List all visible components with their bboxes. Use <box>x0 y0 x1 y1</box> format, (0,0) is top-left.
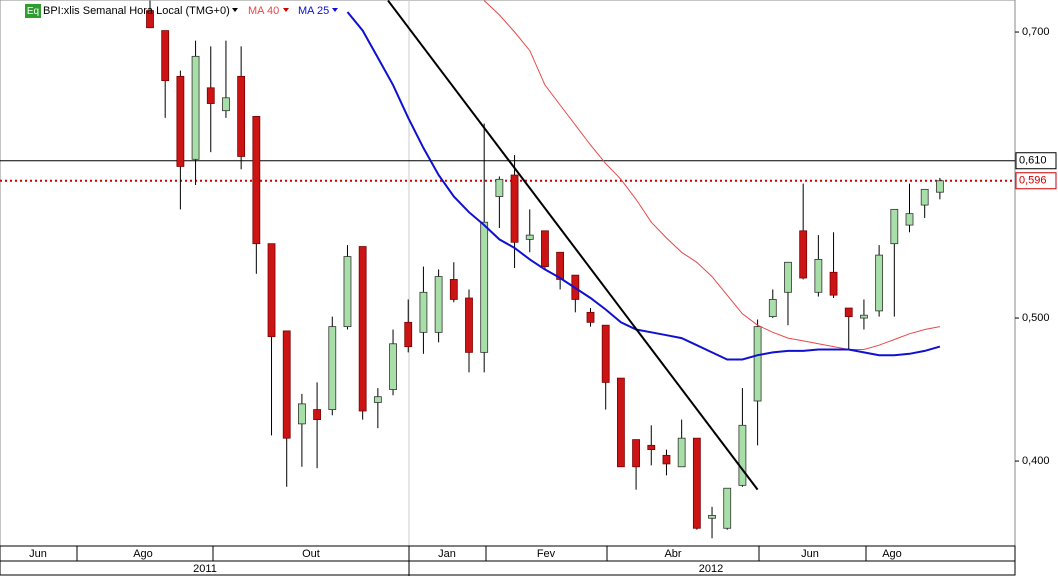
ma-line <box>346 11 941 361</box>
candle-body <box>799 230 808 279</box>
candle-body <box>860 314 868 319</box>
candle-body <box>495 178 504 197</box>
candle-body <box>556 251 565 280</box>
month-label: Out <box>302 548 320 560</box>
price-label: 0,596 <box>1019 175 1047 187</box>
dropdown-arrow[interactable] <box>283 8 289 12</box>
candle-body <box>297 403 306 425</box>
badge-text: Eq <box>27 6 39 17</box>
candle-body <box>358 246 367 412</box>
candle-body <box>890 208 899 245</box>
trend-line <box>387 0 759 491</box>
ma-line <box>483 0 940 350</box>
month-label: Jan <box>438 548 456 560</box>
month-label: Ago <box>133 548 153 560</box>
price-label-box <box>1015 152 1057 170</box>
candle-body <box>510 174 519 243</box>
candle-body <box>434 276 443 333</box>
candle-body <box>237 75 246 157</box>
candle-body <box>905 213 914 226</box>
candle-body <box>449 279 458 300</box>
candle-body <box>222 97 230 112</box>
price-label-box <box>1015 172 1057 190</box>
candle-body <box>343 256 352 328</box>
plot-area <box>0 0 1016 547</box>
candle-body <box>920 188 929 206</box>
candle-body <box>723 487 732 529</box>
candle-body <box>161 30 170 82</box>
dropdown-arrow[interactable] <box>232 8 238 12</box>
candle-body <box>647 444 656 451</box>
month-label: Abr <box>664 548 681 560</box>
y-tick-label: 0,500 <box>1022 312 1050 324</box>
candle-body <box>541 230 549 267</box>
candle-body <box>616 377 625 468</box>
candle-body <box>829 271 838 296</box>
dropdown-arrow[interactable] <box>332 8 338 12</box>
year-label: 2012 <box>699 563 723 575</box>
candle-body <box>373 396 382 403</box>
candle-body <box>328 326 337 410</box>
month-label: Jun <box>801 548 819 560</box>
candle-body <box>738 424 747 486</box>
candle-body <box>389 343 397 390</box>
candle-body <box>586 311 595 323</box>
y-tick-label: 0,400 <box>1022 455 1050 467</box>
price-label: 0,610 <box>1019 155 1047 167</box>
candle-body <box>677 437 686 468</box>
candle-body <box>191 55 200 160</box>
candle-body <box>252 116 261 245</box>
chart-title: BPI:xlis Semanal Hora Local (TMG+0) <box>43 5 230 17</box>
y-tick-label: 0,700 <box>1022 26 1050 38</box>
legend-entry[interactable]: MA 40 <box>248 5 279 17</box>
month-label: Fev <box>537 548 556 560</box>
candle-body <box>784 261 792 293</box>
candle-body <box>419 291 428 333</box>
candle-body <box>465 297 473 353</box>
candle-body <box>814 259 823 293</box>
candle-body <box>601 324 610 383</box>
month-label: Ago <box>882 548 902 560</box>
candle-body <box>404 321 413 348</box>
candle-body <box>480 221 489 353</box>
candle-body <box>844 307 853 318</box>
candle-body <box>708 514 716 519</box>
candle-body <box>267 243 276 338</box>
candle-body <box>935 180 944 193</box>
candle-body <box>768 299 777 318</box>
year-label: 2011 <box>193 563 217 575</box>
candle-body <box>875 254 884 312</box>
badge <box>25 4 41 18</box>
candle-body <box>692 437 701 529</box>
legend-entry[interactable]: MA 25 <box>298 5 329 17</box>
candle-body <box>206 87 215 104</box>
month-label: Jun <box>29 548 47 560</box>
candle-body <box>632 439 640 468</box>
candle-body <box>662 454 671 465</box>
candle-body <box>525 234 534 240</box>
candle-body <box>313 409 321 420</box>
candle-body <box>282 330 291 439</box>
candle-body <box>176 75 185 167</box>
candle-body <box>753 326 762 402</box>
candle-body <box>146 10 154 29</box>
